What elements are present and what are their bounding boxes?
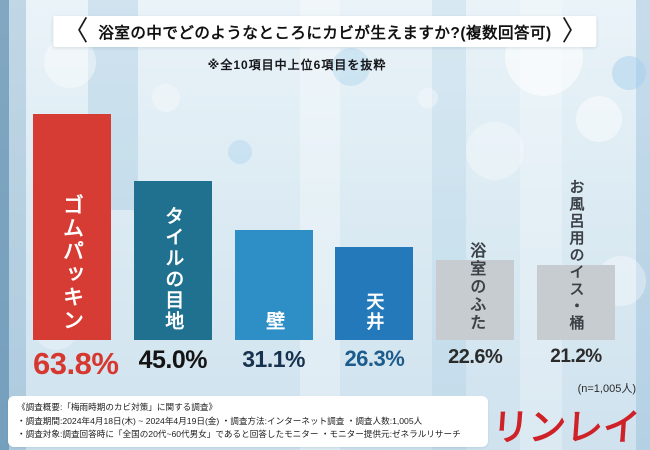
bar-column-6: お風呂用のイス・桶 21.2% (536, 92, 615, 378)
bar-category-label: 浴室のふた (467, 242, 485, 332)
bar-value-label: 21.2% (550, 346, 602, 367)
bar-chart: ゴムパッキン 63.8% タイルの目地 45.0% 壁 31.1% 天井 26.3% 浴室のふた… (33, 92, 615, 381)
survey-summary-period: ・調査期間:2024年4月18日(木) ~ 2024年4月19日(金) ・調査方… (17, 415, 423, 426)
chart-title-box: 〈 浴室の中でどのようなところにカビが生えますか?(複数回答可) 〉 (53, 15, 597, 47)
bar-value-label: 63.8% (33, 346, 119, 381)
survey-summary-target: ・調査対象:調査回答時に「全国の20代~60代男女」であると回答したモニター ・… (17, 429, 461, 440)
survey-summary-box: 《調査概要:「梅雨時期のカビ対策」に関する調査》 ・調査期間:2024年4月18… (8, 395, 488, 447)
bar-category-label: タイルの目地 (162, 206, 184, 332)
bar-value-label: 22.6% (448, 346, 503, 368)
decor-stripe (636, 0, 650, 450)
bar-4 (335, 246, 414, 340)
bar-5 (436, 259, 515, 340)
bar-column-4: 天井 26.3% (335, 92, 414, 378)
decor-stripe (0, 0, 9, 450)
chart-title: 浴室の中でどのようなところにカビが生えますか?(複数回答可) (98, 24, 552, 42)
survey-summary-title: 《調査概要:「梅雨時期のカビ対策」に関する調査》 (17, 401, 218, 412)
bar-category-label: ゴムパッキン (60, 194, 84, 332)
chart-note: ※全10項目中上位6項目を抜粋 (207, 58, 387, 72)
rinrei-logo: リンレイ (490, 407, 642, 448)
bar-category-label: 壁 (263, 311, 285, 332)
bar-3 (234, 229, 313, 340)
bar-value-label: 45.0% (138, 346, 208, 374)
decor-stripe (9, 0, 26, 450)
title-bracket-left: 〈 (63, 15, 89, 47)
bar-column-5: 浴室のふた 22.6% (436, 92, 515, 378)
bar-column-2: タイルの目地 45.0% (133, 92, 212, 378)
bar-column-3: 壁 31.1% (234, 92, 313, 378)
bar-1 (33, 113, 111, 340)
bar-6 (536, 264, 615, 340)
bar-column-1: ゴムパッキン 63.8% (33, 92, 119, 381)
bar-category-label: 天井 (364, 292, 385, 332)
sample-size-label: (n=1,005人) (577, 383, 636, 395)
bar-category-label: お風呂用のイス・桶 (567, 179, 585, 332)
bar-2 (133, 180, 212, 340)
bar-value-label: 26.3% (344, 346, 405, 371)
decor-circle (612, 56, 646, 90)
bar-value-label: 31.1% (242, 346, 305, 372)
title-bracket-right: 〉 (561, 15, 587, 47)
